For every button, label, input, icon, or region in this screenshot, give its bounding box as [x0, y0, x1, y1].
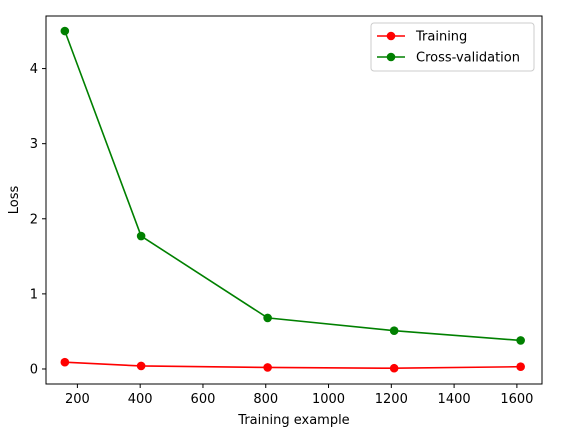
x-tick-label: 1200	[375, 392, 408, 407]
y-tick-label: 4	[30, 62, 38, 77]
y-tick-label: 1	[30, 287, 38, 302]
data-point	[516, 362, 525, 372]
plot-area	[60, 26, 525, 373]
data-point	[389, 326, 399, 335]
plot-frame	[45, 15, 543, 385]
legend-swatch-marker	[386, 31, 396, 41]
legend-box	[370, 22, 535, 72]
data-point	[60, 357, 70, 367]
x-tick-label: 400	[128, 392, 153, 407]
legend-label: Training	[415, 30, 467, 45]
data-point	[516, 336, 525, 345]
data-point	[263, 313, 272, 323]
x-tick-label: 800	[253, 392, 278, 407]
series-line	[64, 30, 521, 342]
y-tick-label: 0	[30, 362, 38, 377]
legend-entry: Training	[377, 30, 467, 45]
legend-label: Cross-validation	[416, 51, 520, 66]
legend: Training Cross-validation	[370, 22, 535, 72]
series-training	[60, 357, 525, 373]
x-axis-label: Training example	[237, 413, 349, 428]
x-tick-label: 200	[65, 392, 90, 407]
y-axis-label: Loss	[7, 186, 22, 215]
data-point	[136, 361, 146, 371]
legend-swatch-marker	[386, 52, 396, 62]
x-tick-label: 1400	[438, 392, 471, 407]
x-tick-label: 1600	[500, 392, 533, 407]
series-line	[64, 361, 521, 370]
y-tick-label: 2	[30, 212, 38, 227]
data-point	[389, 363, 399, 373]
data-point	[263, 363, 272, 372]
y-tick-label: 3	[30, 137, 38, 152]
series-cross-validation	[60, 26, 525, 345]
legend-entry: Cross-validation	[377, 51, 520, 66]
data-point	[60, 26, 70, 36]
x-tick-label: 600	[191, 392, 216, 407]
data-point	[136, 231, 146, 241]
x-tick-label: 1000	[312, 392, 345, 407]
axes-ticks: 200 400 600 800 1000 1200 1400 1600 0 1 2 3 4	[30, 62, 534, 407]
